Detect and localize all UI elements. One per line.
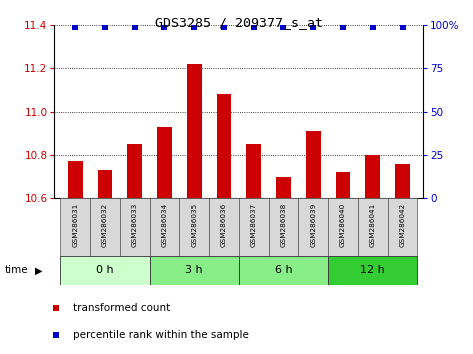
Bar (179, 198, 209, 257)
Bar (328, 256, 417, 285)
Bar (239, 256, 328, 285)
Text: ▶: ▶ (35, 266, 42, 275)
Point (399, 24, 406, 29)
Point (309, 24, 317, 29)
Bar (239, 198, 269, 257)
Bar (68, 161, 83, 198)
Bar (298, 198, 328, 257)
Point (250, 24, 257, 29)
Text: GSM286036: GSM286036 (221, 203, 227, 247)
Text: 0 h: 0 h (96, 266, 114, 275)
Text: 12 h: 12 h (360, 266, 385, 275)
Point (71, 24, 79, 29)
Bar (209, 198, 239, 257)
Text: GSM286034: GSM286034 (161, 203, 167, 247)
Point (333, 146, 341, 152)
Bar (157, 127, 172, 198)
Text: time: time (5, 266, 28, 275)
Text: GSM286032: GSM286032 (102, 203, 108, 247)
Bar (395, 164, 410, 198)
Bar (365, 155, 380, 198)
Text: 6 h: 6 h (275, 266, 292, 275)
Bar (149, 256, 239, 285)
Text: GSM286042: GSM286042 (400, 203, 405, 247)
Bar (276, 177, 291, 198)
Bar (217, 94, 231, 198)
Bar (127, 144, 142, 198)
Bar (328, 198, 358, 257)
Bar (149, 198, 179, 257)
Text: GSM286040: GSM286040 (340, 203, 346, 247)
Bar (358, 198, 388, 257)
Bar (388, 198, 417, 257)
Bar (269, 198, 298, 257)
Bar (120, 198, 149, 257)
Bar (90, 198, 120, 257)
Text: percentile rank within the sample: percentile rank within the sample (73, 330, 249, 340)
Text: 3 h: 3 h (185, 266, 203, 275)
Point (161, 24, 168, 29)
Point (280, 24, 287, 29)
Text: GDS3285 / 209377_s_at: GDS3285 / 209377_s_at (155, 16, 323, 29)
Bar (61, 256, 149, 285)
Point (339, 24, 347, 29)
Text: GSM286031: GSM286031 (72, 203, 78, 247)
Bar (61, 198, 90, 257)
Point (131, 24, 139, 29)
Text: GSM286041: GSM286041 (370, 203, 376, 247)
Text: GSM286037: GSM286037 (251, 203, 257, 247)
Text: GSM286038: GSM286038 (280, 203, 287, 247)
Point (220, 24, 228, 29)
Text: transformed count: transformed count (73, 303, 171, 313)
Point (191, 24, 198, 29)
Bar (335, 172, 350, 198)
Bar (306, 131, 321, 198)
Point (369, 24, 377, 29)
Bar (187, 64, 201, 198)
Point (101, 24, 109, 29)
Bar (97, 170, 113, 198)
Text: GSM286035: GSM286035 (191, 203, 197, 247)
Text: GSM286039: GSM286039 (310, 203, 316, 247)
Bar (246, 144, 261, 198)
Text: GSM286033: GSM286033 (131, 203, 138, 247)
